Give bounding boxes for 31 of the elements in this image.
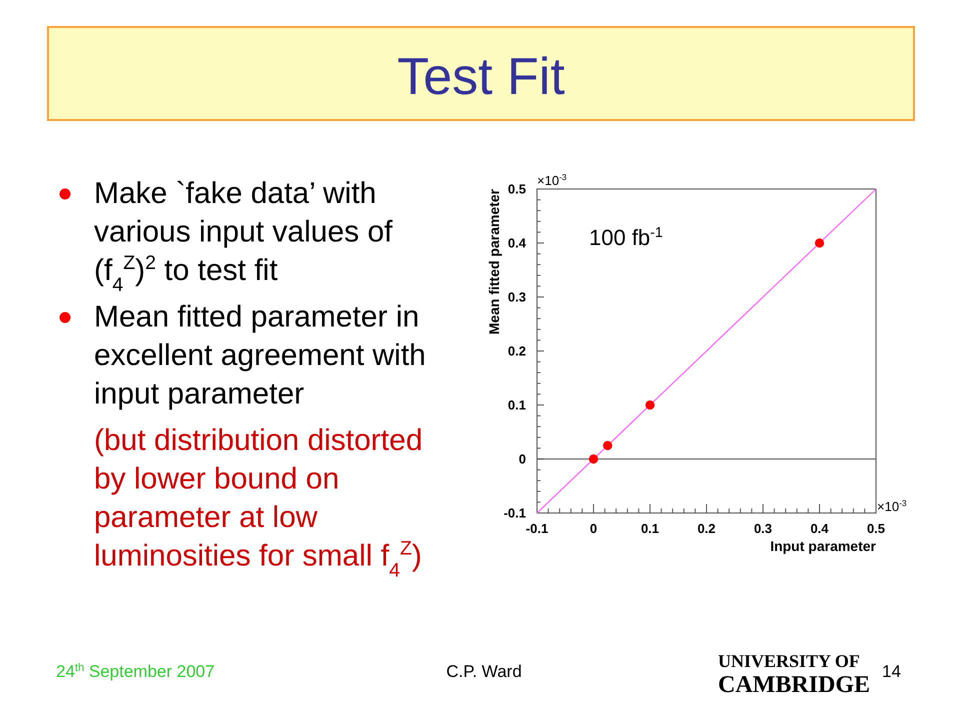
point (645, 400, 655, 410)
chart-title: Test Fit (397, 48, 566, 106)
text: ×10$^{-3}$ (537, 172, 567, 188)
x-tick-label: 0.4 (810, 521, 830, 536)
text: Make `fake data’ with various input values of (f$_{4}$$^{Z}$)$^{2}$ to test fit (94, 177, 394, 296)
text: (but distribution distorted by lower bound on parameter at low luminosities for small f$_{4}$$^{Z}$) (94, 424, 423, 582)
y-tick-label: 0.5 (508, 182, 526, 196)
x-tick-label: -0.1 (526, 521, 548, 536)
point (814, 238, 824, 248)
text: 24$^{th}$ September 2007 (56, 662, 215, 681)
x-tick-label: 0.5 (866, 521, 886, 536)
y-tick-label: 0.2 (508, 344, 526, 358)
x-tick-label: 0.2 (697, 521, 716, 536)
y-tick-label: 0.1 (508, 398, 526, 412)
x-tick-label: 0.3 (754, 521, 772, 536)
x-tick-label: 0 (590, 521, 598, 536)
text: 14 (882, 662, 901, 681)
annotation: 100 fb$^{-1}$ (589, 225, 663, 250)
x-tick-label: 0.1 (640, 521, 660, 536)
text: Mean fitted parameter in excellent agreement with input parameter (94, 300, 426, 410)
x-axis-title: Input parameter (770, 538, 877, 554)
text: C.P. Ward (446, 662, 522, 681)
y-axis-title: Mean fitted parameter (486, 188, 502, 334)
text: UNIVERSITY OF CAMBRIDGE (718, 651, 870, 698)
point (603, 440, 612, 450)
y-tick-label: 0.4 (508, 236, 527, 250)
y-tick-label: 0.3 (508, 290, 526, 304)
text: ×10$^{-3}$ (877, 498, 907, 514)
y-tick-label: 0 (518, 452, 526, 466)
y-tick-label: -0.1 (504, 506, 526, 520)
point (588, 454, 598, 464)
